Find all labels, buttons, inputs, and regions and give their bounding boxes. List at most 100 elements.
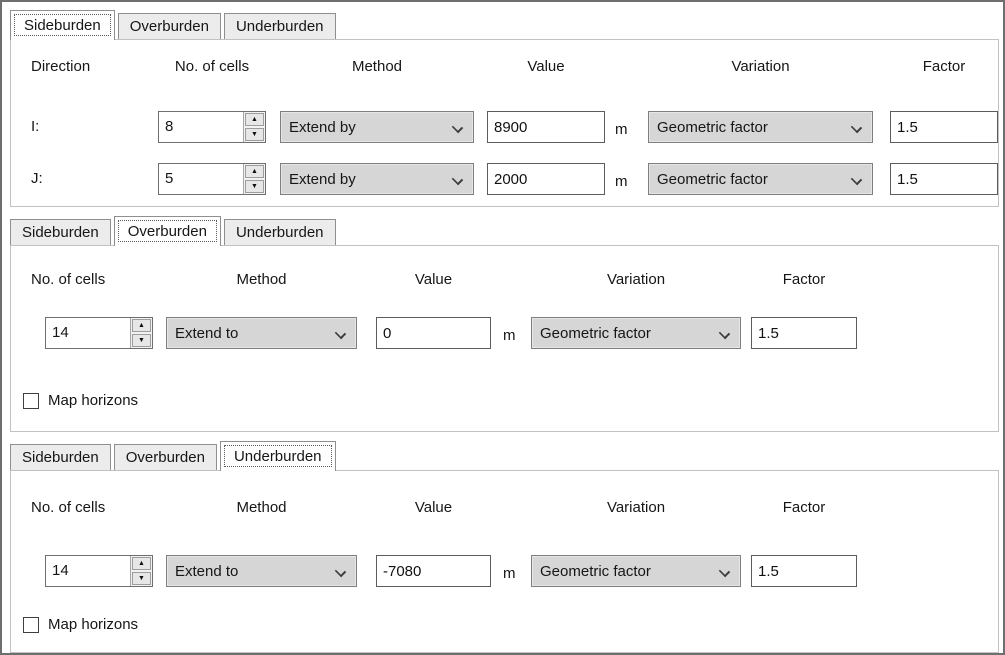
- unit-j-label: m: [615, 173, 628, 190]
- tab-overburden-label: Overburden: [125, 449, 205, 466]
- spin-down-icon[interactable]: ▼: [132, 572, 151, 585]
- chevron-down-icon: [336, 567, 344, 575]
- underburden-tabstrip: Sideburden Overburden Underburden: [10, 440, 336, 471]
- cells-j-value: 5: [165, 170, 174, 187]
- variation-header: Variation: [606, 271, 666, 288]
- chevron-down-icon: [453, 123, 461, 131]
- sideburden-tabstrip: Sideburden Overburden Underburden: [10, 9, 336, 40]
- method-select[interactable]: Extend to: [166, 555, 357, 587]
- method-i-select[interactable]: Extend by: [280, 111, 474, 143]
- method-j-select-value: Extend by: [289, 170, 356, 188]
- chevron-down-icon: [852, 175, 860, 183]
- factor-input[interactable]: [751, 555, 857, 587]
- tab-sideburden-label: Sideburden: [22, 449, 99, 466]
- cells-value: 14: [52, 324, 69, 341]
- map-horizons-label: Map horizons: [48, 616, 139, 633]
- cells-spin-buttons: ▲ ▼: [130, 318, 152, 348]
- value-header: Value: [527, 58, 565, 75]
- cells-spinner[interactable]: 14 ▲ ▼: [45, 555, 153, 587]
- unit-i-label: m: [615, 121, 628, 138]
- map-horizons-row: Map horizons: [23, 616, 138, 633]
- spin-down-icon[interactable]: ▼: [245, 180, 264, 193]
- variation-j-select-value: Geometric factor: [657, 170, 768, 188]
- variation-select-value: Geometric factor: [540, 324, 651, 342]
- chevron-down-icon: [336, 329, 344, 337]
- cells-j-spin-buttons: ▲ ▼: [243, 164, 265, 194]
- variation-select-value: Geometric factor: [540, 562, 651, 580]
- cells-i-spinner[interactable]: 8 ▲ ▼: [158, 111, 266, 143]
- tab-underburden-label: Underburden: [235, 224, 324, 241]
- map-horizons-checkbox[interactable]: [23, 392, 39, 409]
- method-header: Method: [351, 58, 403, 75]
- cells-value: 14: [52, 562, 69, 579]
- method-select-value: Extend to: [175, 324, 239, 342]
- value-header: Value: [414, 271, 453, 288]
- chevron-down-icon: [720, 567, 728, 575]
- map-horizons-checkbox[interactable]: [23, 616, 39, 633]
- variation-select[interactable]: Geometric factor: [531, 555, 741, 587]
- cells-j-spinner[interactable]: 5 ▲ ▼: [158, 163, 266, 195]
- cells-i-value: 8: [165, 118, 174, 135]
- tab-overburden-label: Overburden: [127, 223, 207, 240]
- variation-header: Variation: [606, 499, 666, 516]
- factor-header: Factor: [922, 58, 966, 75]
- variation-j-select[interactable]: Geometric factor: [648, 163, 873, 195]
- map-horizons-label: Map horizons: [48, 392, 139, 409]
- spin-up-icon[interactable]: ▲: [132, 319, 151, 332]
- method-select[interactable]: Extend to: [166, 317, 357, 349]
- cells-spinner[interactable]: 14 ▲ ▼: [45, 317, 153, 349]
- tab-underburden[interactable]: Underburden: [223, 13, 336, 39]
- tab-overburden[interactable]: Overburden: [113, 444, 217, 470]
- tab-sideburden[interactable]: Sideburden: [10, 444, 111, 470]
- tab-sideburden[interactable]: Sideburden: [10, 10, 115, 40]
- tab-overburden[interactable]: Overburden: [117, 13, 221, 39]
- variation-select[interactable]: Geometric factor: [531, 317, 741, 349]
- direction-header: Direction: [31, 58, 91, 75]
- method-select-value: Extend to: [175, 562, 239, 580]
- spin-up-icon[interactable]: ▲: [132, 557, 151, 570]
- cells-header: No. of cells: [31, 271, 106, 288]
- overburden-page: No. of cells Method Value Variation Fact…: [10, 245, 999, 432]
- tab-underburden[interactable]: Underburden: [223, 219, 336, 245]
- variation-i-select[interactable]: Geometric factor: [648, 111, 873, 143]
- chevron-down-icon: [852, 123, 860, 131]
- factor-header: Factor: [782, 499, 826, 516]
- sideburden-page: Direction No. of cells Method Value Vari…: [10, 39, 999, 207]
- factor-j-input[interactable]: [890, 163, 998, 195]
- factor-input[interactable]: [751, 317, 857, 349]
- underburden-page: No. of cells Method Value Variation Fact…: [10, 470, 999, 653]
- direction-i-label: I:: [31, 118, 40, 135]
- cells-i-spin-buttons: ▲ ▼: [243, 112, 265, 142]
- spin-up-icon[interactable]: ▲: [245, 165, 264, 178]
- overburden-tabstrip: Sideburden Overburden Underburden: [10, 215, 336, 246]
- factor-i-input[interactable]: [890, 111, 998, 143]
- method-j-select[interactable]: Extend by: [280, 163, 474, 195]
- variation-header: Variation: [731, 58, 790, 75]
- spin-down-icon[interactable]: ▼: [132, 334, 151, 347]
- spin-down-icon[interactable]: ▼: [245, 128, 264, 141]
- tab-overburden-label: Overburden: [129, 18, 209, 35]
- tab-sideburden[interactable]: Sideburden: [10, 219, 111, 245]
- unit-label: m: [503, 565, 516, 582]
- value-i-input[interactable]: [487, 111, 605, 143]
- unit-label: m: [503, 327, 516, 344]
- tab-overburden[interactable]: Overburden: [113, 216, 221, 246]
- value-input[interactable]: [376, 555, 491, 587]
- chevron-down-icon: [453, 175, 461, 183]
- variation-i-select-value: Geometric factor: [657, 118, 768, 136]
- cells-header: No. of cells: [31, 499, 106, 516]
- method-header: Method: [236, 499, 287, 516]
- method-header: Method: [236, 271, 287, 288]
- spin-up-icon[interactable]: ▲: [245, 113, 264, 126]
- method-i-select-value: Extend by: [289, 118, 356, 136]
- tab-underburden-label: Underburden: [233, 448, 322, 465]
- factor-header: Factor: [782, 271, 826, 288]
- cells-header: No. of cells: [174, 58, 250, 75]
- tab-sideburden-label: Sideburden: [22, 224, 99, 241]
- tab-underburden[interactable]: Underburden: [219, 441, 336, 471]
- value-input[interactable]: [376, 317, 491, 349]
- value-j-input[interactable]: [487, 163, 605, 195]
- chevron-down-icon: [720, 329, 728, 337]
- cells-spin-buttons: ▲ ▼: [130, 556, 152, 586]
